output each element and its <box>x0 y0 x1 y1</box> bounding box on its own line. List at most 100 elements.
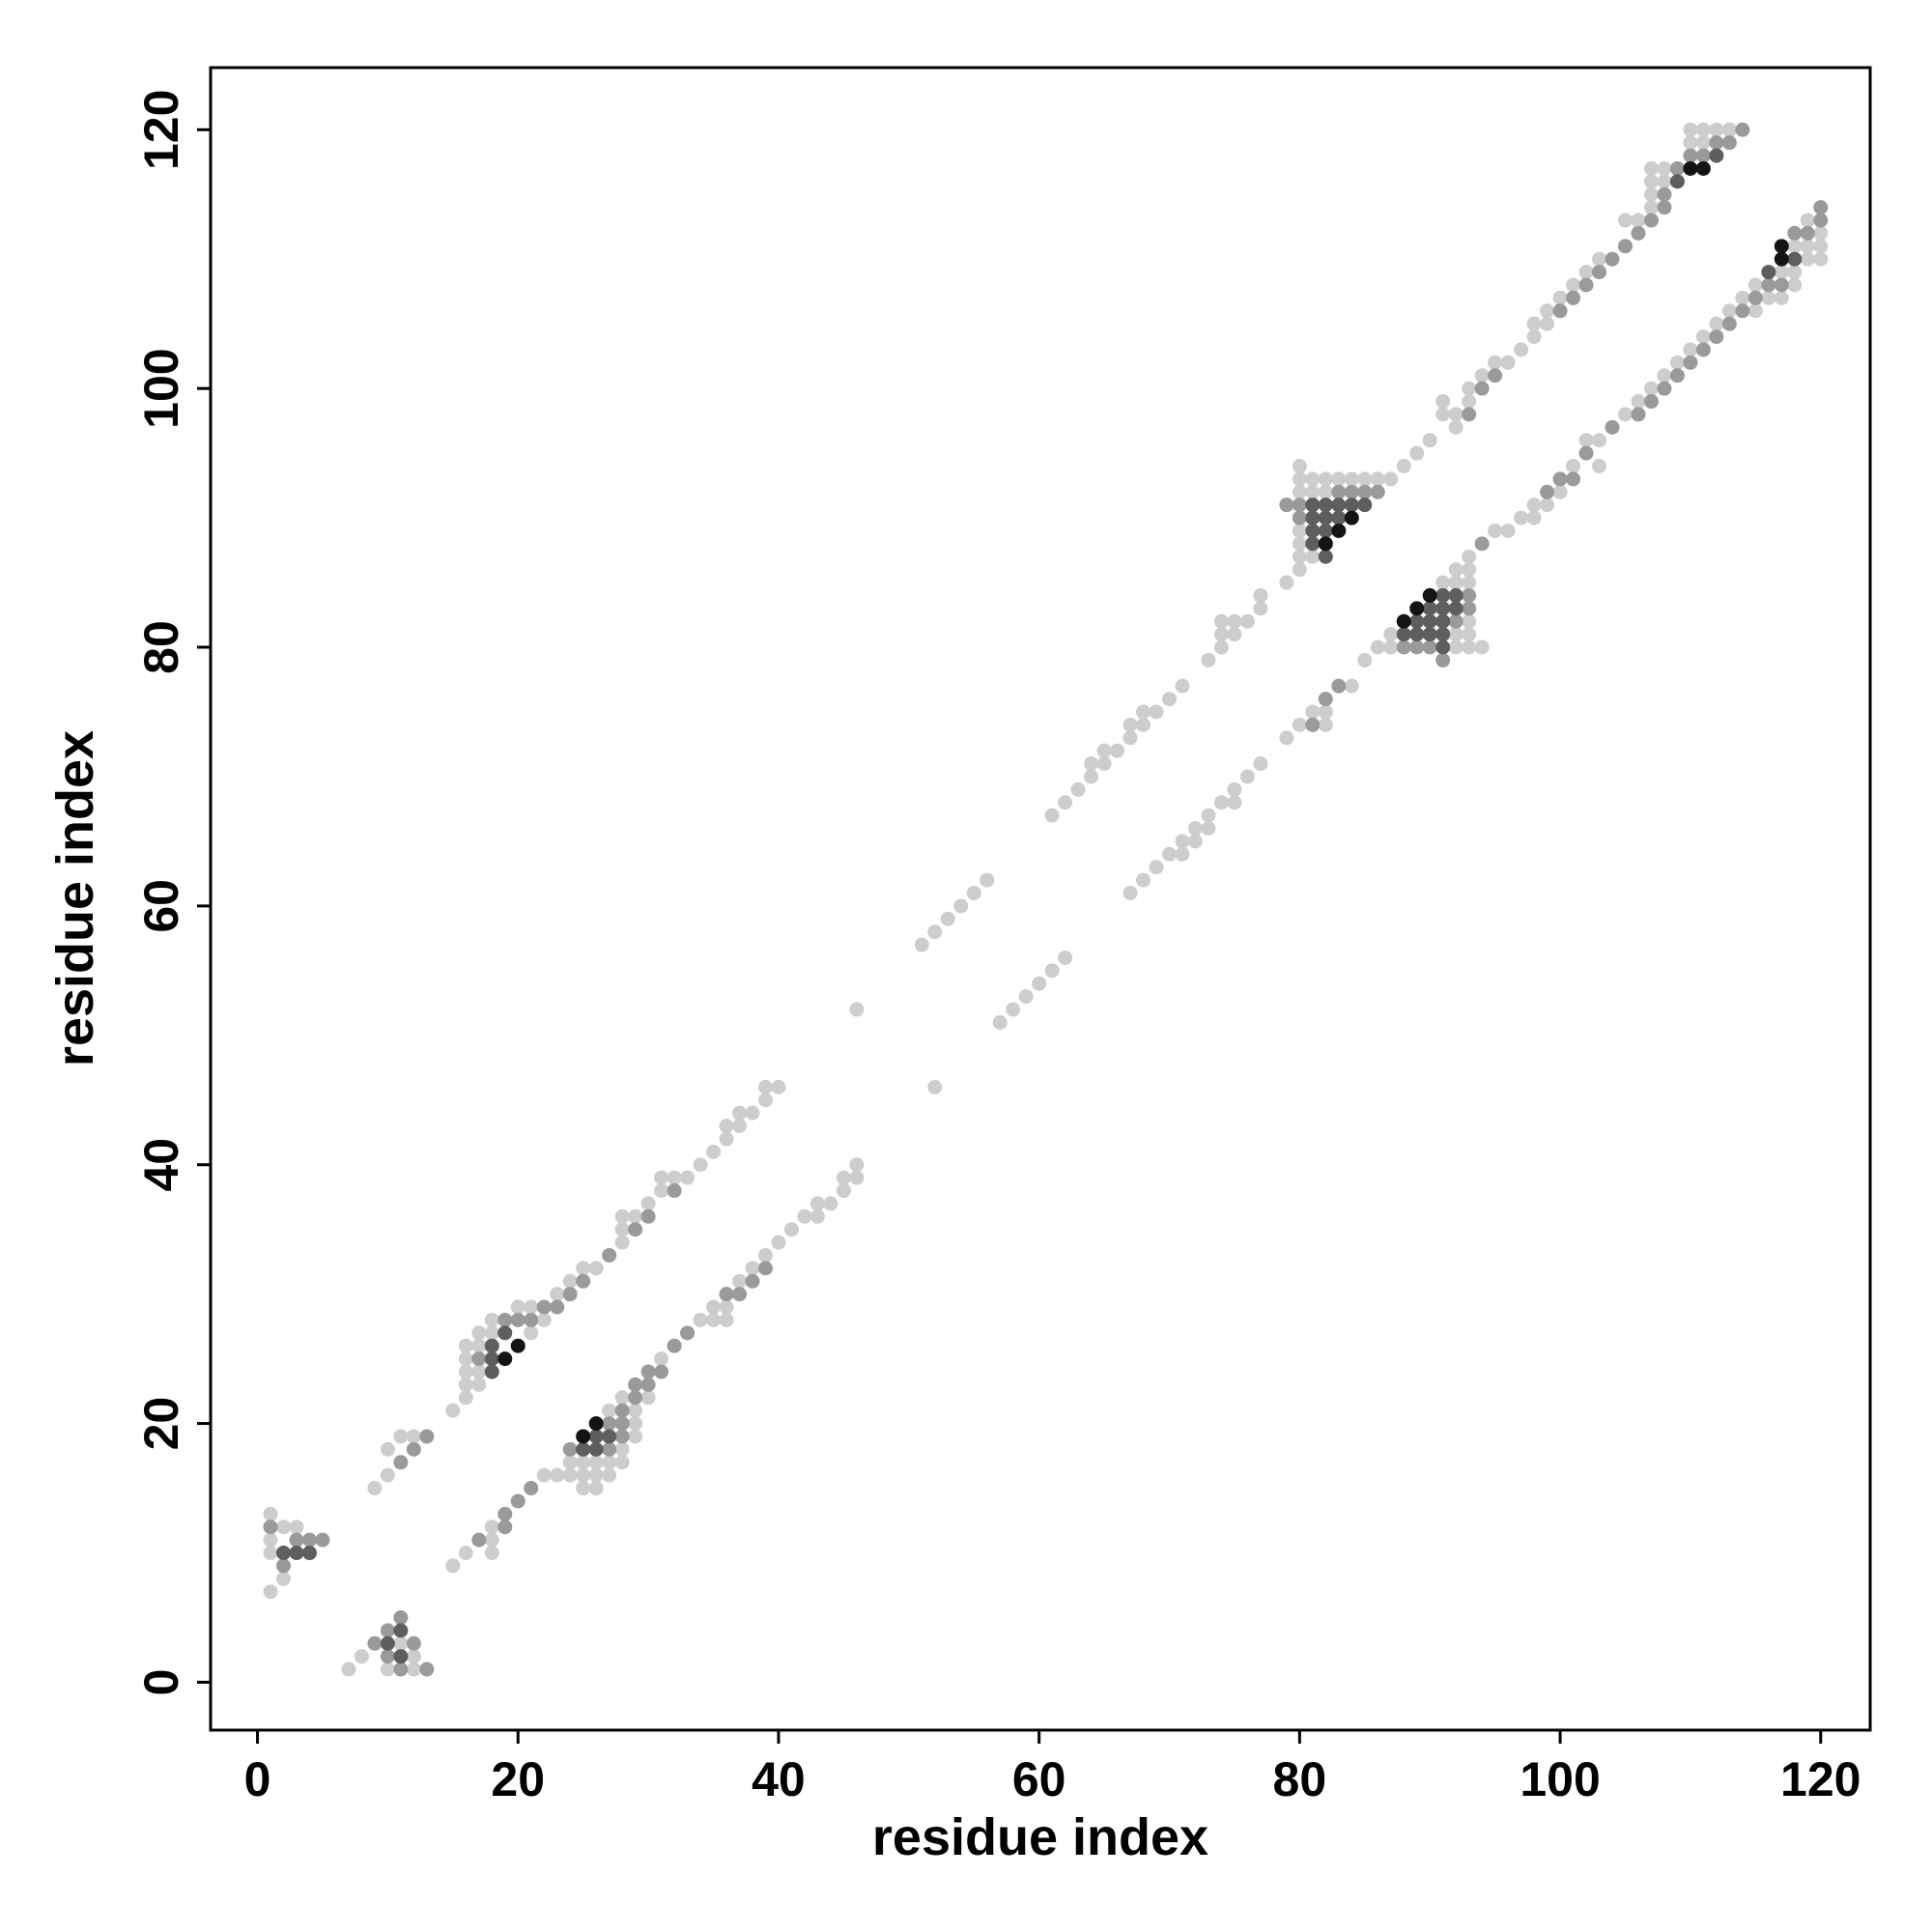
contact-point <box>1683 135 1698 151</box>
contact-point <box>1396 459 1411 474</box>
contact-point <box>1292 523 1307 538</box>
contact-point <box>380 1635 395 1651</box>
contact-point <box>719 1299 734 1315</box>
contact-point <box>1187 834 1203 849</box>
contact-point <box>1292 510 1307 526</box>
contact-point <box>1474 536 1490 552</box>
contact-point <box>1800 213 1815 228</box>
x-tick-label: 100 <box>1520 1752 1600 1806</box>
contact-point <box>471 1351 487 1367</box>
contact-point <box>1096 756 1112 772</box>
contact-point <box>1462 613 1477 629</box>
contact-point <box>1279 730 1294 746</box>
contact-point <box>1488 523 1503 538</box>
contact-point <box>1462 562 1477 578</box>
contact-point <box>1227 627 1242 642</box>
contact-point <box>1500 523 1516 538</box>
contact-point <box>640 1364 656 1379</box>
contact-point <box>1435 652 1451 668</box>
contact-point <box>1657 381 1672 396</box>
contact-point <box>1709 122 1724 137</box>
contact-point <box>757 1261 773 1276</box>
contact-point <box>1761 265 1776 280</box>
contact-point <box>406 1635 421 1651</box>
contact-point <box>419 1429 435 1444</box>
contact-point <box>1474 639 1490 655</box>
contact-point <box>458 1546 473 1561</box>
contact-point <box>1605 251 1620 267</box>
contact-point <box>1787 265 1803 280</box>
contact-point <box>1800 251 1815 267</box>
y-tick-label: 0 <box>134 1669 188 1696</box>
contact-point <box>1448 419 1463 435</box>
contact-point <box>393 1609 409 1625</box>
contact-point <box>836 1170 851 1185</box>
contact-point <box>1032 976 1047 991</box>
contact-point <box>654 1183 669 1199</box>
contact-point <box>588 1467 604 1483</box>
contact-point <box>1136 872 1151 888</box>
contact-point <box>1058 950 1073 965</box>
contact-point <box>1592 459 1607 474</box>
contact-point <box>1435 627 1451 642</box>
contact-point <box>1761 277 1776 293</box>
contact-point <box>614 1222 630 1237</box>
contact-point <box>1435 613 1451 629</box>
contact-point <box>1213 627 1229 642</box>
contact-point <box>628 1222 643 1237</box>
contact-point <box>1201 652 1216 668</box>
contact-point <box>1747 290 1763 305</box>
contact-point <box>1084 756 1099 772</box>
contact-point <box>1187 821 1203 837</box>
contact-point <box>1318 549 1333 564</box>
contact-point <box>1331 484 1347 499</box>
contact-point <box>510 1493 526 1509</box>
contact-point <box>576 1273 591 1289</box>
contact-point <box>1435 407 1451 422</box>
contact-point <box>1552 471 1568 487</box>
contact-point <box>484 1520 499 1535</box>
contact-point <box>797 1208 812 1224</box>
contact-point <box>1318 497 1333 513</box>
contact-point <box>1370 639 1385 655</box>
contact-point <box>1474 381 1490 396</box>
contact-point <box>1787 225 1803 241</box>
contact-point <box>1305 497 1321 513</box>
contact-point <box>1617 239 1633 254</box>
contact-point <box>1409 639 1425 655</box>
contact-point <box>510 1338 526 1353</box>
contact-point <box>497 1312 513 1327</box>
contact-point <box>1448 627 1463 642</box>
contact-point <box>1292 549 1307 564</box>
contact-point <box>1448 601 1463 616</box>
contact-point <box>771 1079 786 1094</box>
contact-point <box>745 1273 760 1289</box>
contact-point <box>588 1455 604 1470</box>
contact-point <box>576 1467 591 1483</box>
contact-point <box>1292 459 1307 474</box>
contact-point <box>1213 613 1229 629</box>
contact-point <box>1526 497 1542 513</box>
contact-point <box>602 1441 617 1457</box>
contact-point <box>1279 575 1294 590</box>
contact-point <box>614 1441 630 1457</box>
contact-point <box>849 1002 865 1017</box>
contact-point <box>1462 394 1477 410</box>
contact-point <box>1383 639 1399 655</box>
contact-point <box>484 1325 499 1341</box>
contact-point <box>1462 575 1477 590</box>
contact-point <box>1122 885 1138 900</box>
contact-point <box>497 1520 513 1535</box>
contact-point <box>458 1351 473 1367</box>
contact-point <box>1683 148 1698 163</box>
contact-point <box>380 1649 395 1664</box>
contact-point <box>1318 692 1333 707</box>
contact-point <box>393 1662 409 1677</box>
contact-point <box>497 1351 513 1367</box>
contact-point <box>706 1299 722 1315</box>
contact-point <box>1110 743 1125 758</box>
contact-point <box>1552 303 1568 319</box>
contact-point <box>1747 303 1763 319</box>
contact-point <box>1695 342 1711 357</box>
